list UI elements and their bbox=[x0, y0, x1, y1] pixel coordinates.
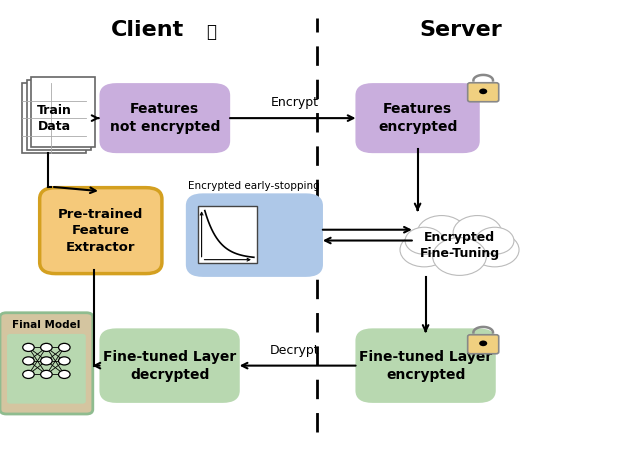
FancyBboxPatch shape bbox=[100, 84, 229, 152]
FancyBboxPatch shape bbox=[198, 206, 257, 263]
Circle shape bbox=[415, 214, 468, 251]
Text: Fine-tuned Layer
decrypted: Fine-tuned Layer decrypted bbox=[103, 350, 236, 382]
Circle shape bbox=[470, 233, 519, 267]
Circle shape bbox=[59, 370, 70, 378]
Text: Features
not encrypted: Features not encrypted bbox=[109, 102, 220, 134]
Circle shape bbox=[23, 343, 34, 351]
Text: Features
encrypted: Features encrypted bbox=[378, 102, 458, 134]
Circle shape bbox=[59, 343, 70, 351]
Text: Encrypt: Encrypt bbox=[271, 96, 319, 109]
Circle shape bbox=[398, 231, 451, 268]
Circle shape bbox=[474, 226, 516, 256]
Circle shape bbox=[451, 214, 504, 251]
Text: Client: Client bbox=[111, 20, 184, 40]
Text: 🔑: 🔑 bbox=[206, 22, 216, 40]
Text: Final Model: Final Model bbox=[12, 320, 81, 330]
Circle shape bbox=[476, 227, 514, 254]
Text: Pre-trained
Feature
Extractor: Pre-trained Feature Extractor bbox=[58, 207, 143, 254]
Circle shape bbox=[403, 226, 445, 256]
Text: Fine-tuned Layer
encrypted: Fine-tuned Layer encrypted bbox=[359, 350, 492, 382]
Circle shape bbox=[41, 370, 52, 378]
FancyBboxPatch shape bbox=[22, 83, 86, 153]
Text: Decrypt: Decrypt bbox=[270, 344, 320, 356]
FancyBboxPatch shape bbox=[187, 194, 322, 276]
FancyBboxPatch shape bbox=[0, 313, 93, 414]
Circle shape bbox=[41, 357, 52, 365]
Text: Encrypted early-stopping: Encrypted early-stopping bbox=[188, 181, 320, 191]
Circle shape bbox=[431, 236, 488, 277]
FancyBboxPatch shape bbox=[356, 84, 479, 152]
Circle shape bbox=[23, 357, 34, 365]
Circle shape bbox=[422, 219, 497, 271]
Circle shape bbox=[433, 238, 486, 275]
Circle shape bbox=[468, 231, 521, 268]
Text: Encrypted
Fine-Tuning: Encrypted Fine-Tuning bbox=[419, 230, 500, 260]
Circle shape bbox=[479, 341, 487, 346]
FancyBboxPatch shape bbox=[31, 77, 95, 147]
FancyBboxPatch shape bbox=[27, 80, 91, 150]
Circle shape bbox=[41, 343, 52, 351]
Text: Train
Data: Train Data bbox=[37, 104, 72, 133]
Circle shape bbox=[424, 220, 495, 270]
FancyBboxPatch shape bbox=[40, 188, 162, 274]
Circle shape bbox=[453, 216, 502, 250]
FancyBboxPatch shape bbox=[468, 83, 499, 102]
FancyBboxPatch shape bbox=[356, 329, 495, 402]
Circle shape bbox=[23, 370, 34, 378]
Circle shape bbox=[417, 216, 466, 250]
FancyBboxPatch shape bbox=[100, 329, 239, 402]
Circle shape bbox=[400, 233, 449, 267]
Circle shape bbox=[405, 227, 444, 254]
Circle shape bbox=[479, 89, 487, 94]
FancyBboxPatch shape bbox=[468, 335, 499, 354]
Circle shape bbox=[59, 357, 70, 365]
Text: Server: Server bbox=[419, 20, 502, 40]
FancyBboxPatch shape bbox=[7, 334, 86, 404]
